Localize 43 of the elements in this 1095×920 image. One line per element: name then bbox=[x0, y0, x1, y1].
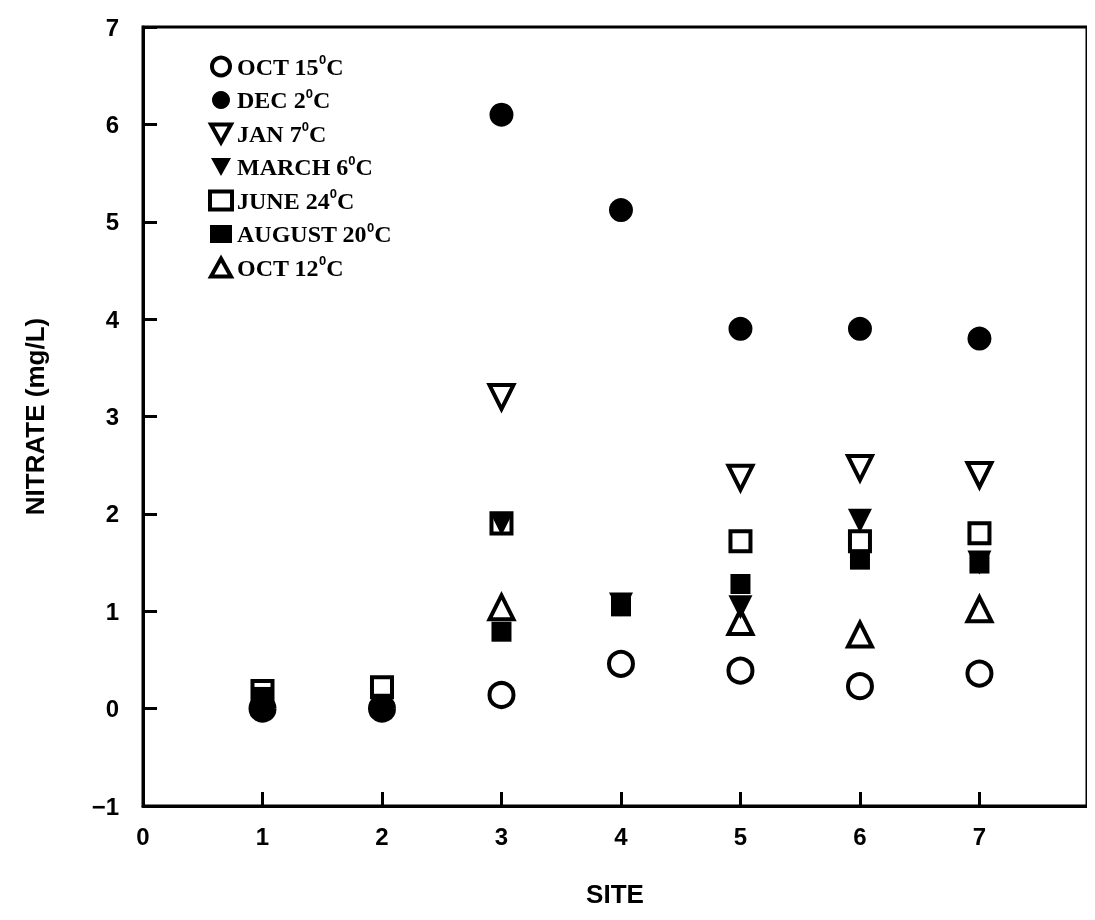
x-tick-label: 2 bbox=[375, 822, 389, 850]
point bbox=[369, 675, 394, 700]
point bbox=[728, 595, 753, 620]
point bbox=[486, 383, 517, 414]
y-tick-label: 6 bbox=[105, 110, 119, 138]
point bbox=[728, 529, 753, 554]
point bbox=[609, 198, 633, 223]
point bbox=[849, 549, 870, 570]
x-tick-label: 1 bbox=[255, 822, 270, 850]
x-axis-title: SITE bbox=[586, 879, 644, 909]
x-tick-label: 4 bbox=[614, 822, 629, 850]
y-tick-label: 7 bbox=[105, 13, 119, 41]
point bbox=[726, 656, 755, 685]
y-tick-label: 5 bbox=[105, 208, 119, 236]
x-tick-label: 7 bbox=[972, 822, 987, 850]
x-tick-label: 0 bbox=[136, 822, 150, 850]
point bbox=[844, 618, 876, 649]
y-tick-label: 4 bbox=[105, 305, 120, 333]
point bbox=[250, 679, 275, 704]
y-axis-title: NITRATE (mg/L) bbox=[20, 317, 50, 516]
point bbox=[489, 102, 514, 127]
point bbox=[965, 659, 994, 688]
point bbox=[491, 621, 512, 642]
point bbox=[607, 649, 635, 678]
point bbox=[847, 508, 872, 533]
y-tick-label: 3 bbox=[105, 403, 119, 430]
point bbox=[730, 573, 751, 594]
y-tick-label: 2 bbox=[105, 500, 119, 528]
point bbox=[847, 316, 872, 341]
point bbox=[967, 521, 992, 546]
x-tick-label: 5 bbox=[733, 822, 748, 850]
point bbox=[728, 316, 753, 341]
point bbox=[844, 454, 876, 485]
y-tick-label: 1 bbox=[105, 597, 119, 625]
point bbox=[967, 326, 992, 351]
point bbox=[845, 672, 874, 701]
x-tick-label: 3 bbox=[494, 822, 509, 850]
point bbox=[487, 681, 516, 709]
y-tick-label: 0 bbox=[105, 695, 119, 723]
point bbox=[847, 529, 872, 554]
x-tick-label: 6 bbox=[853, 822, 867, 850]
y-tick-label: −1 bbox=[91, 792, 119, 820]
point bbox=[487, 593, 516, 622]
